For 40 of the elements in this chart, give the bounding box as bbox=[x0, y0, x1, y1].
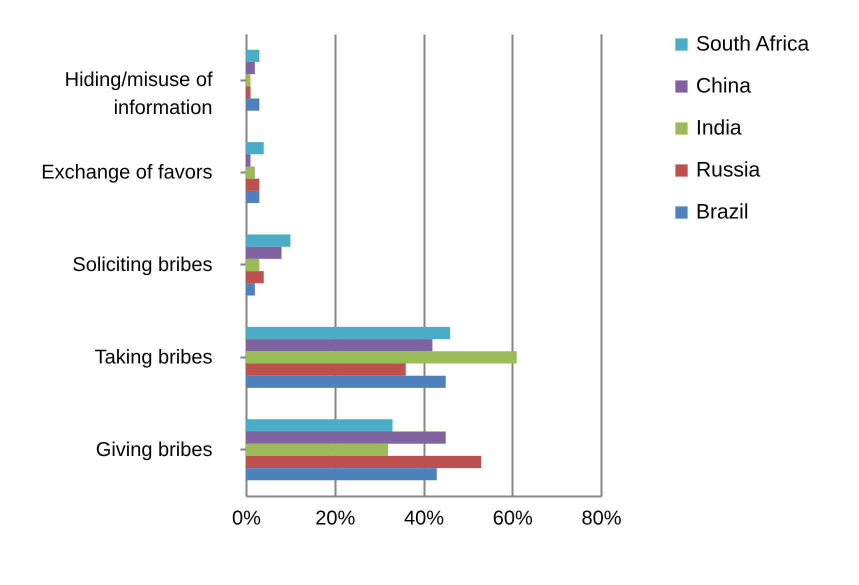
legend-label: Russia bbox=[696, 158, 761, 182]
bar bbox=[246, 50, 260, 62]
x-tick-label: 40% bbox=[404, 508, 444, 530]
legend-label: China bbox=[696, 74, 752, 98]
y-tick-label: Giving bribes bbox=[96, 438, 212, 461]
bar bbox=[246, 246, 282, 259]
bar bbox=[246, 154, 250, 166]
bar bbox=[246, 271, 264, 284]
bar bbox=[246, 432, 446, 444]
x-tick-label: 60% bbox=[492, 508, 533, 530]
bar bbox=[246, 326, 450, 340]
x-tick-label: 20% bbox=[315, 508, 356, 530]
x-tick-label: 0% bbox=[232, 508, 262, 530]
bar bbox=[246, 419, 392, 432]
bar bbox=[246, 142, 264, 154]
y-tick-label: Taking bribes bbox=[94, 346, 212, 368]
bar bbox=[246, 456, 482, 468]
bar bbox=[246, 339, 432, 352]
bar bbox=[246, 86, 250, 98]
bar bbox=[246, 98, 260, 111]
bar bbox=[246, 283, 255, 296]
bar bbox=[246, 444, 388, 456]
bar bbox=[246, 166, 255, 179]
bar bbox=[246, 190, 260, 204]
bar bbox=[246, 351, 517, 364]
y-tick-label: Hiding/misuse of information bbox=[64, 69, 213, 120]
bar bbox=[246, 468, 437, 480]
bar bbox=[246, 178, 260, 191]
legend-label: India bbox=[696, 116, 742, 140]
bar bbox=[246, 376, 446, 388]
bar bbox=[246, 62, 255, 74]
legend-label: South Africa bbox=[696, 32, 810, 56]
legend-label: Brazil bbox=[696, 200, 749, 224]
bar bbox=[246, 364, 406, 376]
y-tick-label: Soliciting bribes bbox=[72, 254, 212, 276]
bar bbox=[246, 74, 250, 86]
bar bbox=[246, 258, 260, 272]
x-tick-label: 80% bbox=[581, 508, 622, 530]
bar bbox=[246, 234, 290, 247]
y-tick-label: Exchange of favors bbox=[41, 162, 212, 184]
